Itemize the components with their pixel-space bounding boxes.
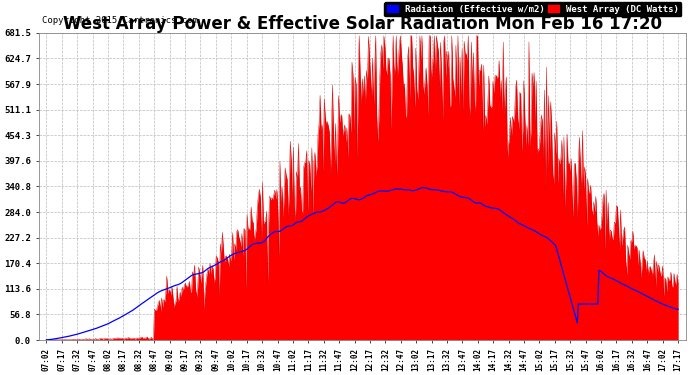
Title: West Array Power & Effective Solar Radiation Mon Feb 16 17:20: West Array Power & Effective Solar Radia… [63, 15, 662, 33]
Text: Copyright 2015 Cartronics.com: Copyright 2015 Cartronics.com [42, 16, 198, 25]
Legend: Radiation (Effective w/m2), West Array (DC Watts): Radiation (Effective w/m2), West Array (… [384, 2, 681, 16]
